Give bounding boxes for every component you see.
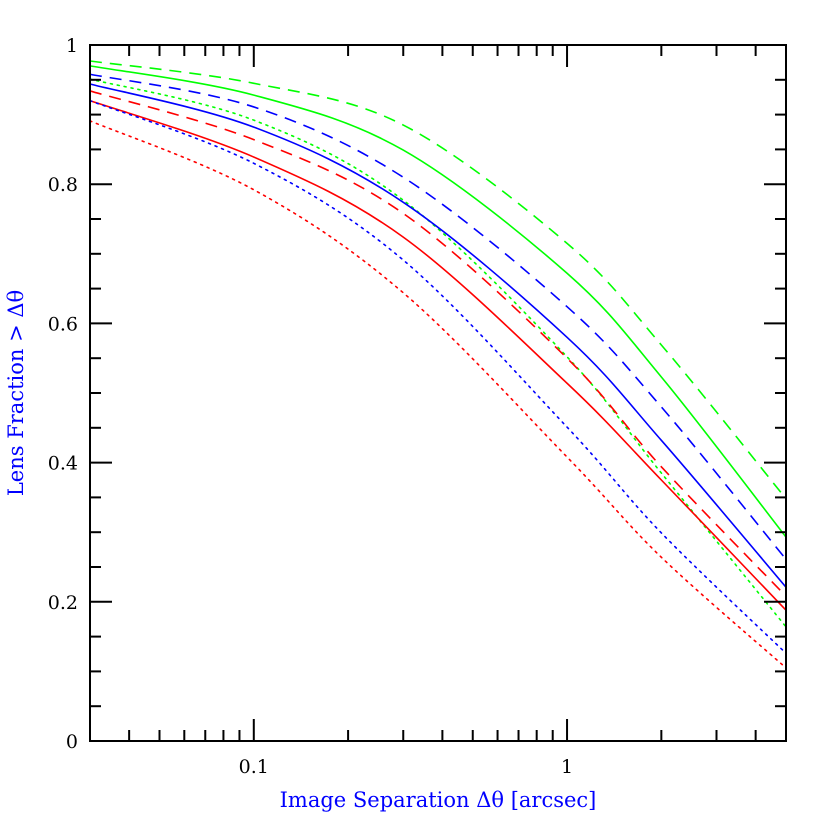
series-1-solid-line: [89, 65, 787, 538]
y-tick-label: 0: [66, 731, 78, 753]
y-tick-label: 0.4: [48, 453, 78, 475]
y-tick-label: 1: [66, 35, 78, 57]
series-2-dashed-line: [89, 73, 787, 560]
x-tick-label: 0.1: [239, 756, 269, 778]
x-tick-label: 1: [561, 756, 573, 778]
ticks: [89, 44, 787, 742]
x-axis-label: Image Separation Δθ [arcsec]: [280, 788, 597, 812]
series-8-dotted-line: [89, 120, 787, 669]
y-tick-label: 0.6: [48, 313, 78, 335]
y-tick-label: 0.8: [48, 174, 78, 196]
y-tick-label: 0.2: [48, 592, 78, 614]
plot-frame: [89, 44, 787, 742]
series-0-dashed-line: [89, 60, 787, 500]
tick-labels: 0.1 1 0 0.2 0.4 0.6 0.8 1: [48, 35, 573, 778]
series-6-solid-line: [89, 99, 787, 611]
series-5-dashed-line: [89, 90, 787, 597]
series-7-dotted-line: [89, 99, 787, 655]
series-4-solid-line: [89, 83, 787, 588]
curves: [89, 60, 787, 669]
y-axis-label: Lens Fraction > Δθ: [4, 290, 28, 496]
